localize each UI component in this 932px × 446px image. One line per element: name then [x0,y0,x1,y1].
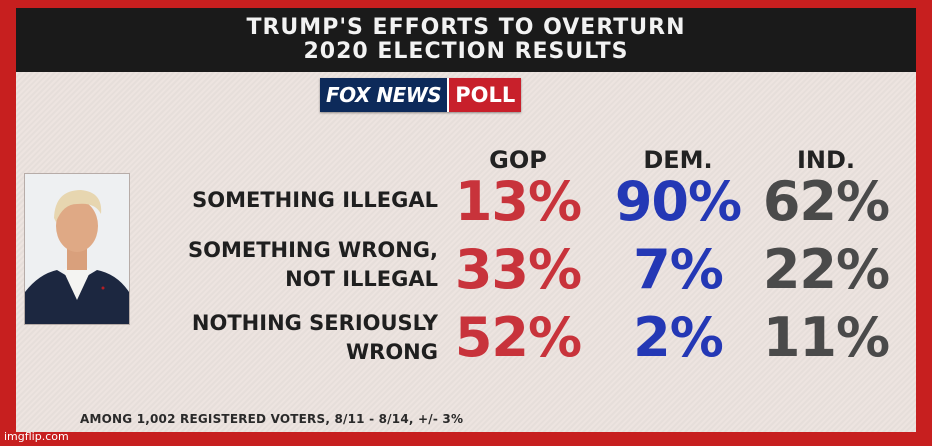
row-label-nothing-seriously-wrong: NOTHING SERIOUSLY WRONG [192,309,438,367]
column-header-gop: GOP [489,146,547,174]
portrait-photo [24,173,130,325]
value-something-wrong-dem: 7% [633,238,724,301]
value-something-wrong-ind: 22% [762,238,890,301]
value-something-illegal-dem: 90% [614,170,742,233]
sample-footnote: AMONG 1,002 REGISTERED VOTERS, 8/11 - 8/… [80,412,464,426]
logo-tag: POLL [447,78,522,112]
row-label-line: SOMETHING WRONG, [187,238,438,262]
row-label-something-wrong: SOMETHING WRONG, NOT ILLEGAL [188,236,438,294]
row-label-line: NOT ILLEGAL [285,267,438,291]
value-something-wrong-gop: 33% [454,238,582,301]
title-line-1: TRUMP'S EFFORTS TO OVERTURN [246,15,686,40]
fox-news-poll-logo: FOX NEWS POLL [320,78,522,112]
portrait-illustration [25,174,129,324]
row-label-something-illegal: SOMETHING ILLEGAL [192,186,438,215]
row-label-line: WRONG [346,340,438,364]
value-something-illegal-ind: 62% [762,170,890,233]
logo-brand: FOX NEWS [320,78,448,112]
column-header-dem: DEM. [643,146,713,174]
row-label-line: SOMETHING ILLEGAL [192,188,438,212]
value-nothing-wrong-gop: 52% [454,306,582,369]
title-line-2: 2020 ELECTION RESULTS [303,39,629,64]
column-header-ind: IND. [796,146,856,174]
poll-panel: TRUMP'S EFFORTS TO OVERTURN 2020 ELECTIO… [16,8,916,432]
imgflip-watermark: imgflip.com [4,430,69,443]
value-something-illegal-gop: 13% [454,170,582,233]
title-banner: TRUMP'S EFFORTS TO OVERTURN 2020 ELECTIO… [16,8,916,72]
value-nothing-wrong-ind: 11% [762,306,890,369]
row-label-line: NOTHING SERIOUSLY [191,311,438,335]
value-nothing-wrong-dem: 2% [633,306,724,369]
